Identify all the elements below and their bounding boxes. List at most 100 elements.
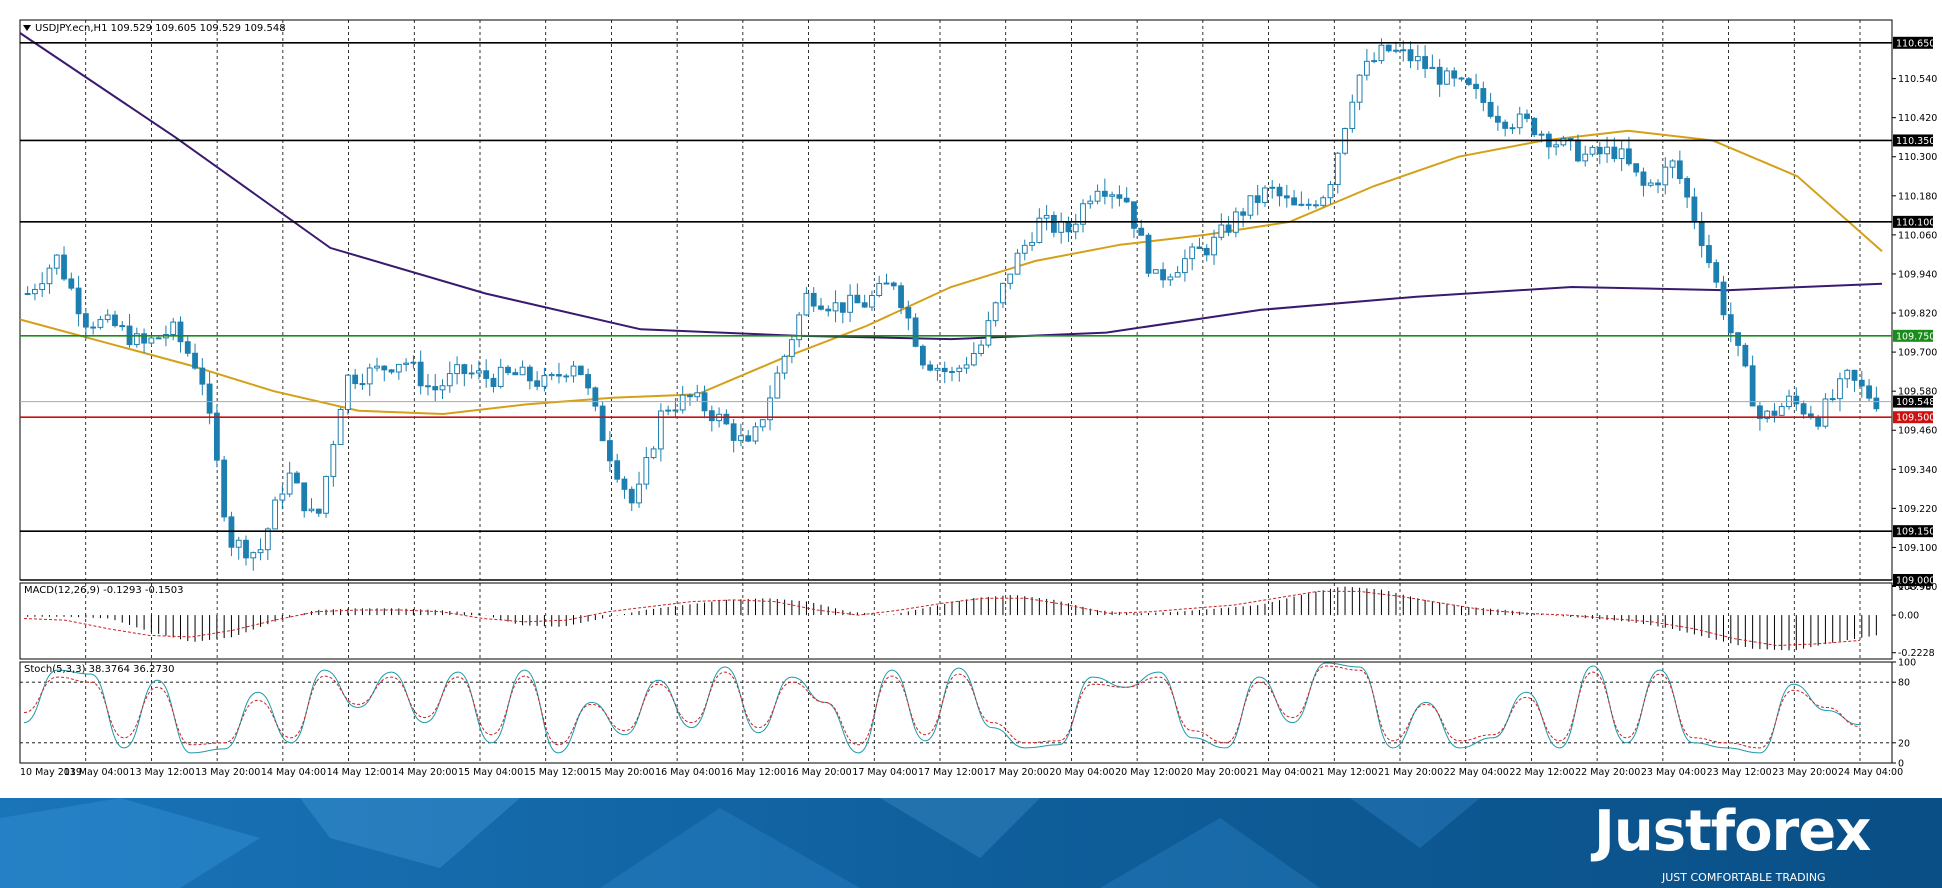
candle-bull xyxy=(672,409,679,412)
level-label-box xyxy=(1893,525,1933,538)
price-tick-label: 110.060 xyxy=(1898,230,1937,241)
symbol-header: USDJPY.ecn,H1 109.529 109.605 109.529 10… xyxy=(35,23,286,34)
dropdown-triangle-icon[interactable] xyxy=(23,25,31,31)
time-label: 16 May 04:00 xyxy=(655,767,720,778)
candle-bear xyxy=(1596,146,1603,155)
candle-bear xyxy=(890,282,897,287)
macd-signal xyxy=(23,590,1861,647)
candle-bull xyxy=(454,364,460,375)
level-label: 109.500 xyxy=(1896,413,1935,424)
time-label: 16 May 20:00 xyxy=(787,767,852,778)
candle-bear xyxy=(1465,78,1472,85)
candle-bull xyxy=(32,288,38,295)
candle-bear xyxy=(483,370,490,379)
brand-logo: Justforex xyxy=(1590,799,1871,864)
candle-bear xyxy=(141,333,147,344)
candle-bull xyxy=(1560,138,1567,146)
candle-bull xyxy=(170,321,177,335)
macd-tick-label: 0.1746 xyxy=(1898,581,1931,592)
price-axis: 110.540 110.420 110.300 110.180 110.060 109.9… xyxy=(1892,74,1937,593)
time-label: 17 May 20:00 xyxy=(984,767,1049,778)
candle-bear xyxy=(1698,221,1705,247)
candle-bear xyxy=(599,405,606,442)
time-label: 21 May 20:00 xyxy=(1378,767,1443,778)
candle-bull xyxy=(1189,246,1196,260)
candle-bear xyxy=(1691,196,1698,223)
stoch-signal-line xyxy=(23,665,1861,749)
candle-bull xyxy=(286,472,293,495)
candle-bull xyxy=(1109,194,1116,197)
time-label: 24 May 04:00 xyxy=(1838,767,1903,778)
candle-bear xyxy=(505,366,511,374)
candle-bull xyxy=(1837,378,1843,400)
stoch-axis: 100 80 20 0 xyxy=(1892,658,1916,770)
candle-bear xyxy=(381,365,388,371)
price-tick-label: 109.940 xyxy=(1898,269,1937,280)
candle-bear xyxy=(432,386,439,391)
candle-bear xyxy=(818,305,824,310)
time-label: 15 May 12:00 xyxy=(524,767,589,778)
candle-bull xyxy=(395,363,402,373)
candle-bull xyxy=(133,333,140,346)
candle-bull xyxy=(832,302,839,312)
candle-bull xyxy=(657,410,664,450)
candle-bear xyxy=(912,317,919,347)
candle-bull xyxy=(752,426,759,442)
candle-bull xyxy=(548,374,555,377)
candle-bear xyxy=(112,314,118,327)
price-tick-label: 109.340 xyxy=(1898,465,1937,476)
candle-bear xyxy=(898,285,904,309)
candle-bear xyxy=(221,459,228,518)
candle-bear xyxy=(1633,163,1640,173)
candle-bear xyxy=(24,292,31,295)
candle-bear xyxy=(1706,245,1712,264)
price-tick-label: 109.100 xyxy=(1898,543,1937,554)
candle-bull xyxy=(796,314,803,341)
time-label: 20 May 20:00 xyxy=(1181,767,1246,778)
candle-bull xyxy=(1509,127,1516,130)
candle-bull xyxy=(1298,203,1305,206)
sma-slow-line xyxy=(19,32,1883,341)
price-tick-label: 109.580 xyxy=(1898,387,1937,398)
candle-bull xyxy=(1334,152,1341,185)
candle-bear xyxy=(577,365,584,376)
candle-bear xyxy=(1800,403,1807,415)
candle-bear xyxy=(1116,194,1123,199)
level-label-box xyxy=(1893,215,1933,228)
time-label: 14 May 04:00 xyxy=(261,767,326,778)
candle-bear xyxy=(1487,101,1494,117)
candle-bear xyxy=(526,366,533,382)
candle-bull xyxy=(759,419,766,428)
candle-bull xyxy=(476,370,482,374)
last-price-box xyxy=(1893,395,1933,408)
candle-bear xyxy=(1436,66,1443,85)
candle-bull xyxy=(39,283,46,290)
chart-window[interactable]: 110.540 110.420 110.300 110.180 110.060 109.9… xyxy=(0,0,1942,798)
candle-bull xyxy=(53,254,60,269)
candle-bull xyxy=(1320,197,1327,206)
candle-bear xyxy=(1771,410,1778,416)
stoch-tick-label: 20 xyxy=(1898,738,1910,749)
candle-bear xyxy=(1684,178,1691,198)
candle-bear xyxy=(119,325,126,328)
candle-bear xyxy=(1422,56,1428,69)
candle-bear xyxy=(1458,77,1465,80)
candle-bull xyxy=(1604,146,1610,155)
price-tick-label: 109.460 xyxy=(1898,426,1937,437)
candle-bear xyxy=(82,313,89,328)
candle-bull xyxy=(1029,241,1035,246)
candle-bull xyxy=(774,372,781,399)
candle-bear xyxy=(1851,369,1858,381)
candle-bull xyxy=(1844,369,1851,380)
time-label: 14 May 12:00 xyxy=(327,767,392,778)
candlesticks xyxy=(24,38,1880,571)
candle-bull xyxy=(344,374,351,410)
candle-bear xyxy=(723,413,730,425)
macd-header: MACD(12,26,9) -0.1293 -0.1503 xyxy=(24,585,184,596)
time-label: 14 May 20:00 xyxy=(392,767,457,778)
level-label: 110.100 xyxy=(1896,217,1935,228)
price-tick-label: 109.220 xyxy=(1898,504,1937,515)
candle-bear xyxy=(905,307,912,319)
